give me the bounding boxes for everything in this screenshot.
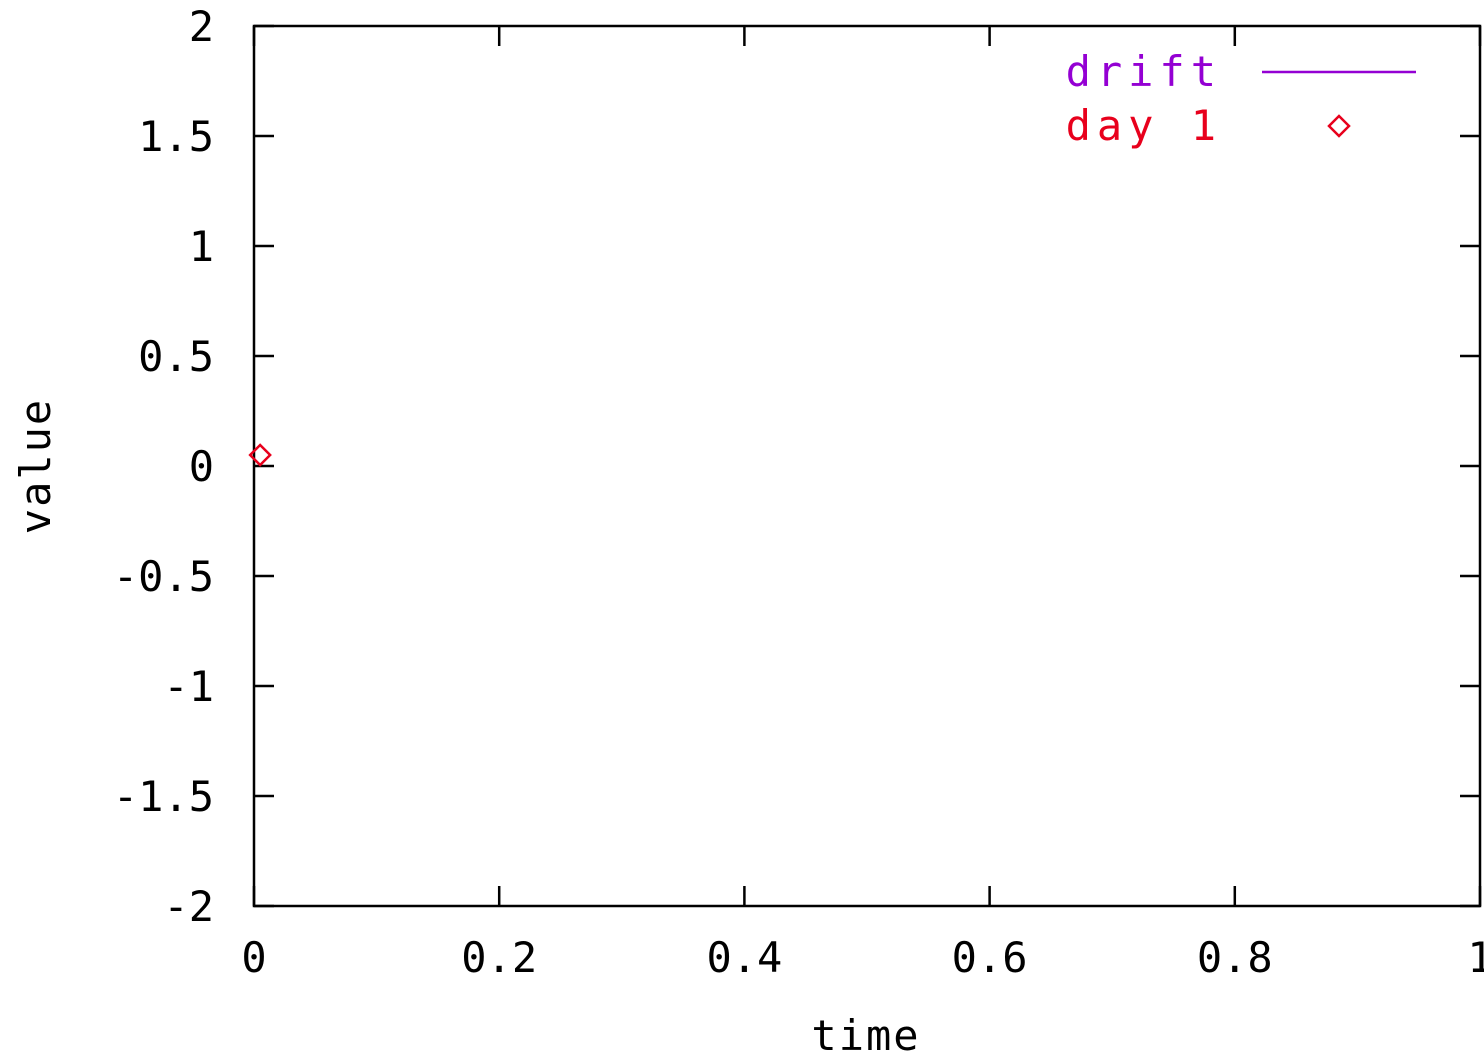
y-tick-labels: -2 -1.5 -1 -0.5 0 0.5 1 1.5 2 bbox=[113, 2, 214, 931]
x-tick-label: 0 bbox=[241, 933, 266, 982]
data-point bbox=[248, 443, 272, 467]
axis-ticks bbox=[252, 24, 1482, 908]
plot-frame bbox=[252, 24, 1482, 908]
y-tick-label: -1 bbox=[163, 662, 214, 711]
y-tick-label: -2 bbox=[163, 882, 214, 931]
y-tick-label: 1.5 bbox=[138, 112, 214, 161]
legend-marker-swatch bbox=[1327, 114, 1351, 138]
x-tick-label: 0.2 bbox=[461, 933, 537, 982]
y-axis-label: value bbox=[11, 398, 60, 534]
y-tick-label: -0.5 bbox=[113, 552, 214, 601]
x-tick-labels: 0 0.2 0.4 0.6 0.8 1 bbox=[241, 933, 1484, 982]
legend-label: drift bbox=[1066, 47, 1222, 96]
y-tick-label: 2 bbox=[189, 2, 214, 51]
x-axis-label: time bbox=[811, 1011, 920, 1056]
x-tick-label: 0.6 bbox=[952, 933, 1028, 982]
y-tick-label: 0.5 bbox=[138, 332, 214, 381]
legend: drift day 1 bbox=[1066, 47, 1416, 150]
series-layer bbox=[248, 443, 272, 467]
x-tick-label: 0.8 bbox=[1197, 933, 1273, 982]
x-tick-label: 1 bbox=[1467, 933, 1484, 982]
y-tick-label: -1.5 bbox=[113, 772, 214, 821]
y-tick-label: 0 bbox=[189, 442, 214, 491]
x-tick-label: 0.4 bbox=[706, 933, 782, 982]
y-tick-label: 1 bbox=[189, 222, 214, 271]
legend-label: day 1 bbox=[1066, 101, 1222, 150]
